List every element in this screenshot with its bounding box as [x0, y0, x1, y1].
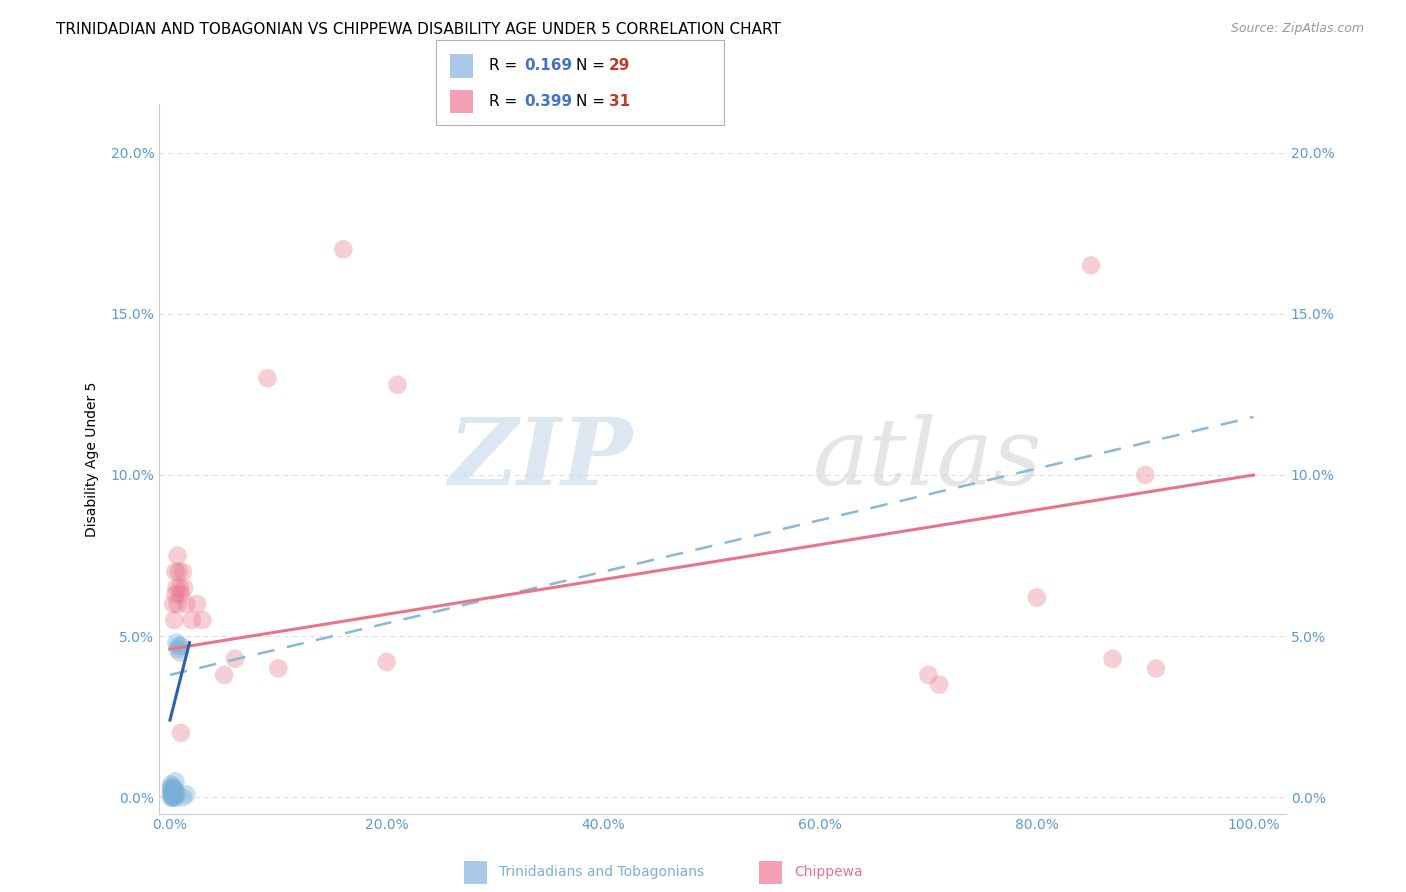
Point: [162, 597, 184, 611]
Point: [165, 587, 187, 601]
Point: [165, 774, 187, 789]
Y-axis label: Disability Age Under 5: Disability Age Under 5: [86, 381, 100, 537]
Point: [163, 780, 186, 795]
Point: [174, 787, 197, 801]
Point: [169, 581, 191, 595]
Point: [173, 581, 195, 595]
Point: [172, 790, 194, 805]
Point: [387, 377, 409, 392]
Point: [170, 639, 193, 653]
Point: [1144, 661, 1167, 675]
Text: 29: 29: [609, 58, 630, 73]
Point: [163, 613, 186, 627]
Text: N =: N =: [576, 94, 610, 109]
Point: [163, 787, 186, 801]
Point: [160, 787, 183, 801]
Point: [160, 784, 183, 798]
Text: 0.399: 0.399: [524, 94, 572, 109]
Point: [166, 642, 188, 657]
Point: [162, 787, 184, 801]
Text: R =: R =: [489, 58, 523, 73]
Point: [1133, 468, 1156, 483]
Text: Trinidadians and Tobagonians: Trinidadians and Tobagonians: [499, 865, 704, 880]
Text: 0.169: 0.169: [524, 58, 572, 73]
Point: [172, 565, 194, 579]
Point: [165, 790, 187, 805]
Point: [163, 790, 186, 805]
Point: [160, 787, 183, 801]
Point: [163, 784, 186, 798]
Point: [165, 784, 187, 798]
Point: [165, 787, 187, 801]
Point: [170, 726, 193, 740]
Point: [167, 639, 190, 653]
Point: [160, 790, 183, 805]
Point: [256, 371, 278, 385]
Point: [174, 597, 197, 611]
Point: [212, 668, 235, 682]
Point: [186, 597, 208, 611]
Point: [162, 780, 184, 795]
Point: [332, 242, 354, 256]
Point: [166, 635, 188, 649]
Point: [180, 613, 202, 627]
Text: R =: R =: [489, 94, 523, 109]
Point: [1080, 259, 1102, 273]
Point: [162, 784, 184, 798]
Point: [160, 780, 183, 795]
Point: [166, 581, 188, 595]
Text: ZIP: ZIP: [449, 414, 633, 504]
Point: [160, 784, 183, 798]
Point: [170, 587, 193, 601]
Point: [166, 597, 188, 611]
Point: [162, 790, 184, 805]
Point: [375, 655, 398, 669]
Point: [160, 778, 183, 792]
Point: [166, 787, 188, 801]
Point: [160, 790, 183, 805]
Point: [169, 645, 191, 659]
Point: [224, 652, 246, 666]
Point: [191, 613, 214, 627]
Point: [1025, 591, 1047, 605]
Point: [1101, 652, 1123, 666]
Text: atlas: atlas: [813, 414, 1042, 504]
Point: [917, 668, 939, 682]
Point: [166, 549, 188, 563]
Point: [160, 780, 183, 795]
Point: [165, 565, 187, 579]
Text: Chippewa: Chippewa: [794, 865, 863, 880]
Text: 31: 31: [609, 94, 630, 109]
Point: [267, 661, 290, 675]
Text: N =: N =: [576, 58, 610, 73]
Point: [167, 565, 190, 579]
Text: TRINIDADIAN AND TOBAGONIAN VS CHIPPEWA DISABILITY AGE UNDER 5 CORRELATION CHART: TRINIDADIAN AND TOBAGONIAN VS CHIPPEWA D…: [56, 22, 782, 37]
Text: Source: ZipAtlas.com: Source: ZipAtlas.com: [1230, 22, 1364, 36]
Point: [928, 677, 950, 691]
